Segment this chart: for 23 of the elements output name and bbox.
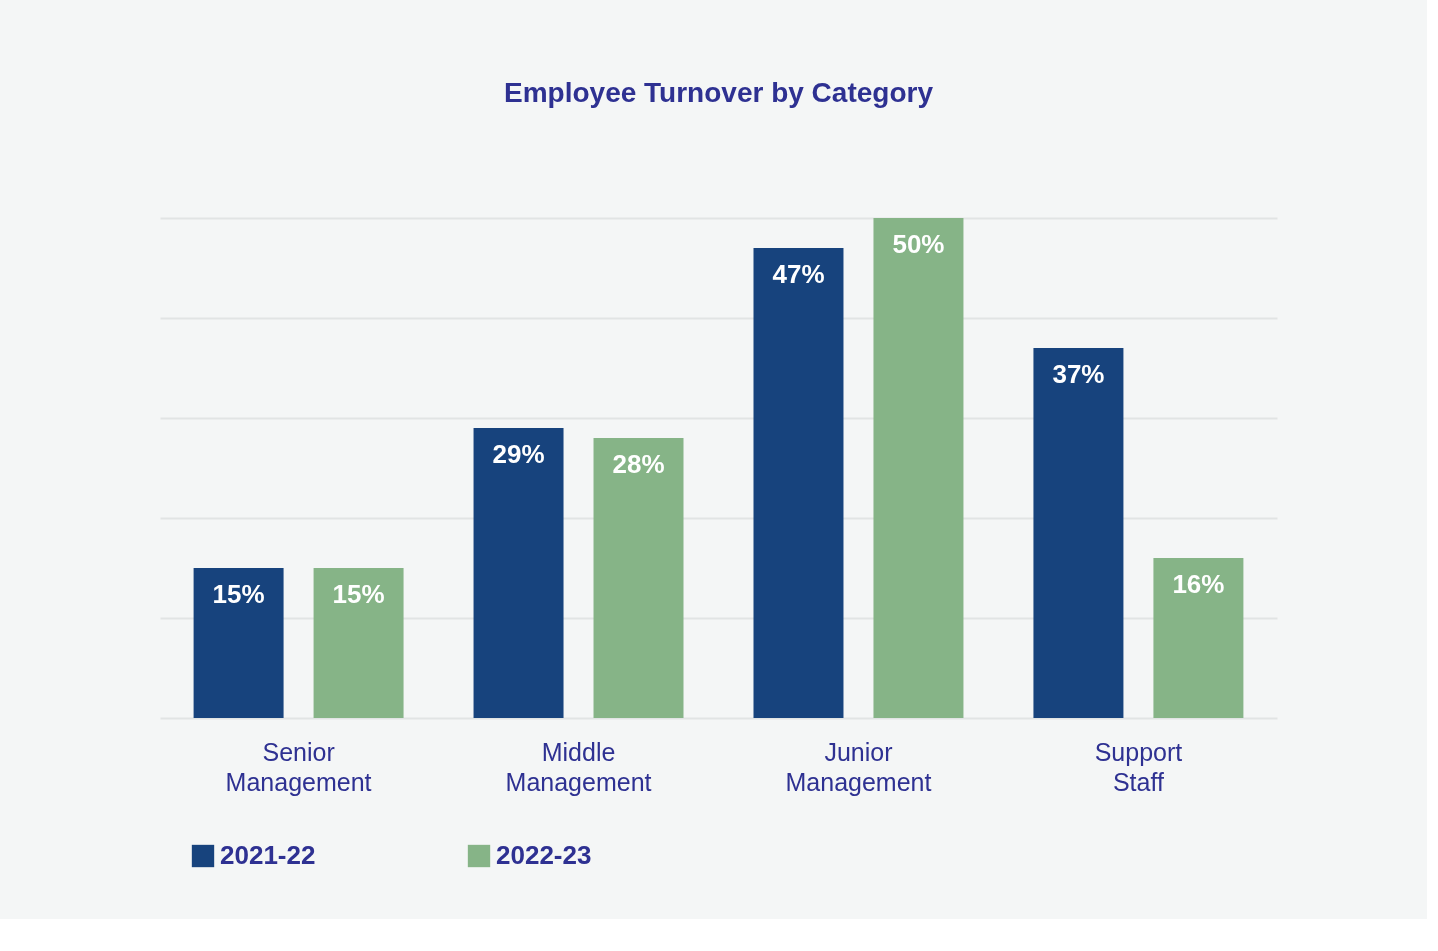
data-label: 15% bbox=[212, 579, 265, 609]
bar bbox=[1033, 348, 1124, 718]
data-label: 50% bbox=[892, 229, 945, 259]
legend-label: 2022-23 bbox=[496, 840, 592, 870]
data-label: 29% bbox=[492, 439, 545, 469]
bar bbox=[873, 218, 964, 718]
data-label: 16% bbox=[1172, 569, 1225, 599]
bar bbox=[1153, 558, 1244, 718]
chart-title: Employee Turnover by Category bbox=[504, 77, 934, 108]
x-tick-label: Senior Management bbox=[225, 737, 372, 796]
data-label: 28% bbox=[612, 449, 665, 479]
bar bbox=[193, 568, 284, 718]
data-label: 15% bbox=[332, 579, 385, 609]
legend-label: 2021-22 bbox=[220, 840, 316, 870]
x-tick-label: Junior Management bbox=[785, 737, 932, 796]
data-label: 47% bbox=[772, 259, 825, 289]
x-tick-label: Middle Management bbox=[505, 737, 652, 796]
bar bbox=[473, 428, 564, 718]
data-label: 37% bbox=[1052, 359, 1105, 389]
bar bbox=[313, 568, 404, 718]
bar bbox=[753, 248, 844, 718]
x-tick-label: Support Staff bbox=[1094, 737, 1183, 796]
bar bbox=[593, 438, 684, 718]
